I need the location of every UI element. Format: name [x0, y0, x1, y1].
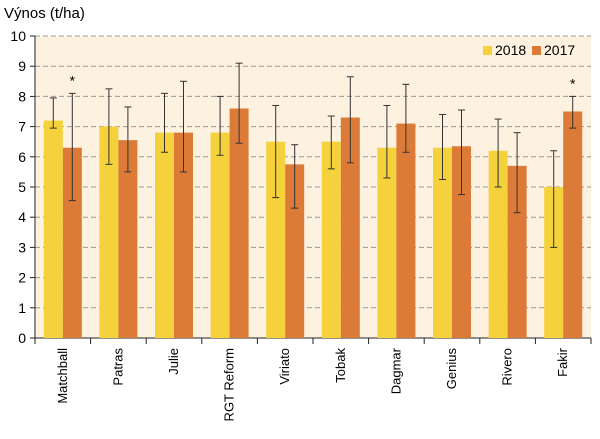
x-category-label: Fakir: [555, 347, 570, 377]
y-tick-label: 0: [18, 330, 26, 346]
y-axis-title: Výnos (t/ha): [4, 5, 85, 22]
x-category-label: Genius: [444, 348, 459, 390]
significance-marker: *: [570, 75, 576, 91]
y-tick-label: 9: [18, 58, 26, 74]
y-tick-label: 5: [18, 179, 26, 195]
plot-area: 0 1 2 3 4 5 6 7 8 9 10 Matchball Patras Julie RGT Refo…: [10, 28, 592, 421]
bar-2018: [544, 187, 564, 338]
bar-2018: [433, 147, 452, 338]
bar-2017: [396, 123, 416, 338]
bar-2018: [266, 141, 286, 338]
y-tick-label: 6: [18, 149, 26, 165]
bar-2017: [452, 146, 471, 338]
legend-label-2018: 2018: [495, 42, 526, 58]
x-category-label: Patras: [110, 348, 125, 386]
y-tick-label: 8: [18, 88, 26, 104]
bar-2018: [488, 150, 508, 338]
bar-2017: [507, 165, 527, 338]
x-category-label: Viriato: [277, 348, 292, 385]
legend-swatch-2017: [532, 46, 541, 55]
legend-label-2017: 2017: [544, 42, 575, 58]
x-category-label: RGT Reform: [222, 348, 237, 421]
bar-2017: [118, 140, 138, 338]
significance-marker: *: [70, 72, 76, 88]
bar-2017: [229, 108, 249, 338]
bar-2017: [62, 147, 82, 338]
bar-2017: [285, 164, 305, 338]
y-tick-label: 4: [18, 209, 26, 225]
bar-2017: [174, 132, 193, 338]
y-tick-label: 10: [10, 28, 26, 44]
y-tick-label: 2: [18, 270, 26, 286]
bar-2017: [563, 111, 583, 338]
legend-swatch-2018: [483, 46, 492, 55]
bar-2018: [43, 120, 63, 338]
bar-2018: [377, 147, 397, 338]
legend: 2018 2017: [483, 42, 575, 58]
x-category-label: Matchball: [55, 348, 70, 404]
x-category-label: Julie: [166, 348, 181, 375]
y-tick-label: 1: [18, 300, 26, 316]
x-category-label: Rivero: [500, 348, 515, 386]
bar-2018: [321, 141, 341, 338]
x-category-label: Tobak: [333, 348, 348, 383]
bar-2018: [210, 132, 230, 338]
x-category-label: Dagmar: [388, 347, 403, 394]
y-tick-label: 7: [18, 119, 26, 135]
bar-2018: [99, 126, 119, 338]
bar-2017: [340, 117, 360, 338]
y-tick-label: 3: [18, 239, 26, 255]
bar-2018: [155, 132, 174, 338]
